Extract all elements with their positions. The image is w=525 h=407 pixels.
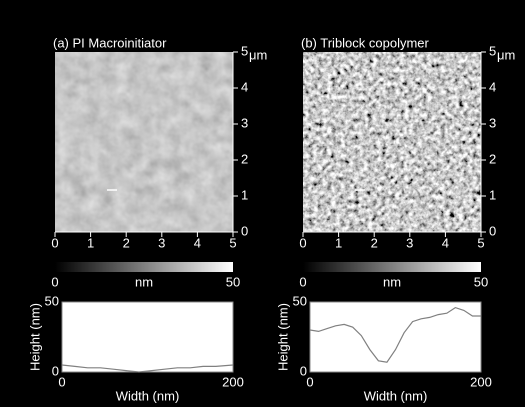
y-tick-label: 2 (241, 151, 248, 166)
x-axis-label: Width (nm) (364, 388, 428, 403)
y-tick-label: 0 (300, 363, 307, 378)
y-tick-label: 4 (489, 79, 496, 94)
y-tick-label: 50 (293, 293, 307, 308)
y-tick-label: 0 (52, 363, 59, 378)
x-tick-label: 5 (229, 235, 236, 250)
x-tick-label: 0 (51, 235, 58, 250)
colorbar-label: nm (383, 274, 401, 289)
x-tick-label: 0 (299, 235, 306, 250)
x-tick-label: 2 (123, 235, 130, 250)
x-tick-label: 0 (58, 374, 65, 389)
colorbar (303, 262, 481, 272)
x-tick-label: 1 (87, 235, 94, 250)
colorbar (55, 262, 233, 272)
y-tick-label: 5 (241, 43, 248, 58)
y-tick-label: 4 (241, 79, 248, 94)
profile-line (309, 306, 481, 363)
y-axis-label: Height (nm) (275, 303, 290, 371)
x-tick-label: 3 (158, 235, 165, 250)
y-tick-label: 3 (241, 115, 248, 130)
colorbar-tick-label: 50 (474, 274, 488, 289)
y-axis-label: Height (nm) (27, 303, 42, 371)
y-tick-label: 5 (489, 43, 496, 58)
y-tick-label: 1 (489, 187, 496, 202)
profile-line (61, 364, 234, 373)
y-unit: μm (497, 47, 515, 62)
colorbar-label: nm (135, 274, 153, 289)
y-tick-label: 50 (45, 293, 59, 308)
colorbar-tick-label: 0 (51, 274, 58, 289)
y-unit: μm (249, 47, 267, 62)
panel-title: (a) PI Macroinitiator (53, 35, 167, 50)
x-tick-label: 2 (371, 235, 378, 250)
x-tick-label: 4 (442, 235, 449, 250)
x-tick-label: 3 (406, 235, 413, 250)
x-tick-label: 5 (477, 235, 484, 250)
afm-image (303, 52, 481, 232)
y-tick-label: 0 (241, 223, 248, 238)
x-tick-label: 200 (222, 374, 244, 389)
y-tick-label: 1 (241, 187, 248, 202)
y-tick-label: 0 (489, 223, 496, 238)
x-axis-label: Width (nm) (116, 388, 180, 403)
y-tick-label: 3 (489, 115, 496, 130)
colorbar-tick-label: 0 (299, 274, 306, 289)
x-tick-label: 4 (194, 235, 201, 250)
y-tick-label: 2 (489, 151, 496, 166)
plot-area (309, 301, 482, 373)
colorbar-tick-label: 50 (226, 274, 240, 289)
x-tick-label: 1 (335, 235, 342, 250)
plot-area (61, 301, 234, 373)
x-tick-label: 200 (470, 374, 492, 389)
panel-title: (b) Triblock copolymer (301, 35, 430, 50)
afm-image (55, 52, 233, 232)
x-tick-label: 0 (306, 374, 313, 389)
